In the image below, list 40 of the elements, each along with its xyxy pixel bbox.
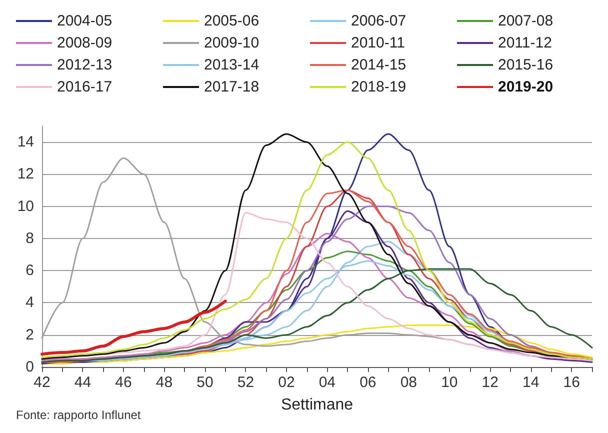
y-tick-label: 6 <box>26 262 34 280</box>
legend-label: 2011-12 <box>498 34 552 52</box>
legend-label: 2013-14 <box>204 56 260 74</box>
legend-label: 2006-07 <box>351 12 406 30</box>
legend-label: 2009-10 <box>204 34 260 52</box>
x-axis-title: Settimane <box>280 396 354 414</box>
x-tick-label: 42 <box>34 374 50 391</box>
legend-label: 2019-20 <box>498 78 554 96</box>
legend-label: 2005-06 <box>204 12 260 30</box>
x-tick-label: 46 <box>115 374 132 391</box>
y-tick-label: 14 <box>17 134 34 151</box>
x-tick-label: 08 <box>400 374 418 391</box>
x-tick-label: 14 <box>522 374 540 391</box>
x-tick-label: 48 <box>156 374 173 391</box>
legend-label: 2004-05 <box>57 12 112 30</box>
legend-label: 2010-11 <box>351 34 405 52</box>
x-tick-label: 44 <box>74 374 92 391</box>
legend-label: 2015-16 <box>498 56 554 74</box>
legend-label: 2017-18 <box>204 78 260 96</box>
y-tick-label: 0 <box>26 358 34 376</box>
x-tick-label: 06 <box>360 374 376 391</box>
x-tick-label: 50 <box>196 374 214 391</box>
x-tick-label: 52 <box>237 374 254 391</box>
y-tick-label: 10 <box>17 198 34 215</box>
legend-label: 2012-13 <box>57 56 112 74</box>
x-tick-label: 10 <box>441 374 458 391</box>
legend-label: 2008-09 <box>57 34 112 52</box>
y-tick-label: 12 <box>17 166 34 183</box>
legend-label: 2018-19 <box>351 78 406 96</box>
x-tick-label: 02 <box>278 374 295 391</box>
y-tick-label: 4 <box>26 294 34 312</box>
source-note: Fonte: rapporto Influnet <box>16 408 142 422</box>
legend-label: 2007-08 <box>498 12 554 30</box>
x-tick-label: 16 <box>563 374 580 391</box>
x-tick-label: 12 <box>482 374 498 391</box>
legend-label: 2014-15 <box>351 56 406 74</box>
legend-label: 2016-17 <box>57 78 112 96</box>
x-tick-label: 04 <box>318 374 336 391</box>
y-tick-label: 8 <box>26 230 34 247</box>
y-tick-label: 2 <box>26 326 34 344</box>
